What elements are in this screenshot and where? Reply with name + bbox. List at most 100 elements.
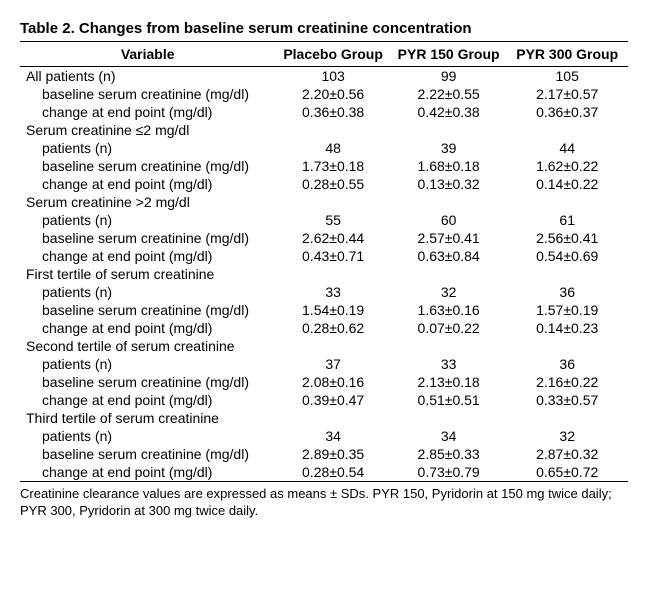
section-header-row: First tertile of serum creatinine (20, 265, 628, 283)
row-value: 36 (506, 283, 628, 301)
row-value: 0.28±0.54 (275, 463, 391, 482)
row-value: 0.13±0.32 (391, 175, 507, 193)
row-label: baseline serum creatinine (mg/dl) (20, 157, 275, 175)
row-label: patients (n) (20, 139, 275, 157)
row-value: 2.13±0.18 (391, 373, 507, 391)
section-header-row: Serum creatinine >2 mg/dl (20, 193, 628, 211)
row-value: 33 (391, 355, 507, 373)
section-header-label: Second tertile of serum creatinine (20, 337, 275, 355)
row-value: 0.42±0.38 (391, 103, 507, 121)
section-header-value: 103 (275, 67, 391, 86)
row-value: 2.17±0.57 (506, 85, 628, 103)
section-header-value: 105 (506, 67, 628, 86)
table-row: baseline serum creatinine (mg/dl)2.89±0.… (20, 445, 628, 463)
row-value: 0.28±0.62 (275, 319, 391, 337)
row-label: patients (n) (20, 211, 275, 229)
section-header-label: First tertile of serum creatinine (20, 265, 275, 283)
row-value: 1.73±0.18 (275, 157, 391, 175)
table-row: patients (n)373336 (20, 355, 628, 373)
table-footnote: Creatinine clearance values are expresse… (20, 486, 628, 520)
table-row: baseline serum creatinine (mg/dl)1.54±0.… (20, 301, 628, 319)
table-header-row: Variable Placebo Group PYR 150 Group PYR… (20, 42, 628, 67)
row-value: 0.54±0.69 (506, 247, 628, 265)
row-value: 0.39±0.47 (275, 391, 391, 409)
row-value: 0.51±0.51 (391, 391, 507, 409)
row-label: change at end point (mg/dl) (20, 463, 275, 482)
section-header-label: Serum creatinine >2 mg/dl (20, 193, 275, 211)
row-value: 2.89±0.35 (275, 445, 391, 463)
table-row: patients (n)483944 (20, 139, 628, 157)
row-value: 34 (391, 427, 507, 445)
row-value: 1.57±0.19 (506, 301, 628, 319)
section-header-value (391, 265, 507, 283)
section-header-value (506, 265, 628, 283)
section-header-value (275, 337, 391, 355)
table-row: change at end point (mg/dl)0.28±0.620.07… (20, 319, 628, 337)
row-label: baseline serum creatinine (mg/dl) (20, 229, 275, 247)
row-value: 2.85±0.33 (391, 445, 507, 463)
row-value: 33 (275, 283, 391, 301)
row-label: change at end point (mg/dl) (20, 247, 275, 265)
section-header-row: Serum creatinine ≤2 mg/dl (20, 121, 628, 139)
row-value: 1.54±0.19 (275, 301, 391, 319)
row-value: 2.16±0.22 (506, 373, 628, 391)
section-header-value (506, 409, 628, 427)
row-value: 0.63±0.84 (391, 247, 507, 265)
row-value: 60 (391, 211, 507, 229)
table-row: patients (n)343432 (20, 427, 628, 445)
col-header-pyr300: PYR 300 Group (506, 42, 628, 67)
row-value: 0.14±0.23 (506, 319, 628, 337)
row-label: patients (n) (20, 355, 275, 373)
row-label: baseline serum creatinine (mg/dl) (20, 445, 275, 463)
row-label: baseline serum creatinine (mg/dl) (20, 301, 275, 319)
row-value: 0.14±0.22 (506, 175, 628, 193)
table-title: Table 2. Changes from baseline serum cre… (20, 20, 628, 37)
table-row: patients (n)556061 (20, 211, 628, 229)
section-header-label: Third tertile of serum creatinine (20, 409, 275, 427)
row-value: 34 (275, 427, 391, 445)
section-header-value (391, 337, 507, 355)
row-value: 55 (275, 211, 391, 229)
section-header-value (275, 265, 391, 283)
row-value: 0.65±0.72 (506, 463, 628, 482)
row-value: 32 (506, 427, 628, 445)
row-value: 48 (275, 139, 391, 157)
section-header-value (506, 193, 628, 211)
table-row: baseline serum creatinine (mg/dl)2.62±0.… (20, 229, 628, 247)
col-header-pyr150: PYR 150 Group (391, 42, 507, 67)
row-value: 0.07±0.22 (391, 319, 507, 337)
section-header-value (506, 337, 628, 355)
section-header-value (391, 409, 507, 427)
section-header-row: Third tertile of serum creatinine (20, 409, 628, 427)
row-label: change at end point (mg/dl) (20, 391, 275, 409)
row-value: 2.57±0.41 (391, 229, 507, 247)
row-value: 37 (275, 355, 391, 373)
section-header-row: Second tertile of serum creatinine (20, 337, 628, 355)
table-row: change at end point (mg/dl)0.43±0.710.63… (20, 247, 628, 265)
table-row: change at end point (mg/dl)0.28±0.550.13… (20, 175, 628, 193)
row-value: 61 (506, 211, 628, 229)
section-header-row: All patients (n)10399105 (20, 67, 628, 86)
row-value: 2.87±0.32 (506, 445, 628, 463)
row-value: 1.62±0.22 (506, 157, 628, 175)
section-header-value (275, 409, 391, 427)
col-header-placebo: Placebo Group (275, 42, 391, 67)
col-header-variable: Variable (20, 42, 275, 67)
row-label: patients (n) (20, 427, 275, 445)
row-value: 0.43±0.71 (275, 247, 391, 265)
row-value: 2.22±0.55 (391, 85, 507, 103)
section-header-value (275, 193, 391, 211)
section-header-value (275, 121, 391, 139)
row-label: baseline serum creatinine (mg/dl) (20, 85, 275, 103)
row-value: 0.36±0.37 (506, 103, 628, 121)
section-header-value (506, 121, 628, 139)
row-value: 44 (506, 139, 628, 157)
row-value: 39 (391, 139, 507, 157)
table-row: baseline serum creatinine (mg/dl)1.73±0.… (20, 157, 628, 175)
table-row: change at end point (mg/dl)0.36±0.380.42… (20, 103, 628, 121)
section-header-label: Serum creatinine ≤2 mg/dl (20, 121, 275, 139)
table-row: baseline serum creatinine (mg/dl)2.08±0.… (20, 373, 628, 391)
row-value: 1.68±0.18 (391, 157, 507, 175)
row-value: 0.28±0.55 (275, 175, 391, 193)
table-row: change at end point (mg/dl)0.28±0.540.73… (20, 463, 628, 482)
